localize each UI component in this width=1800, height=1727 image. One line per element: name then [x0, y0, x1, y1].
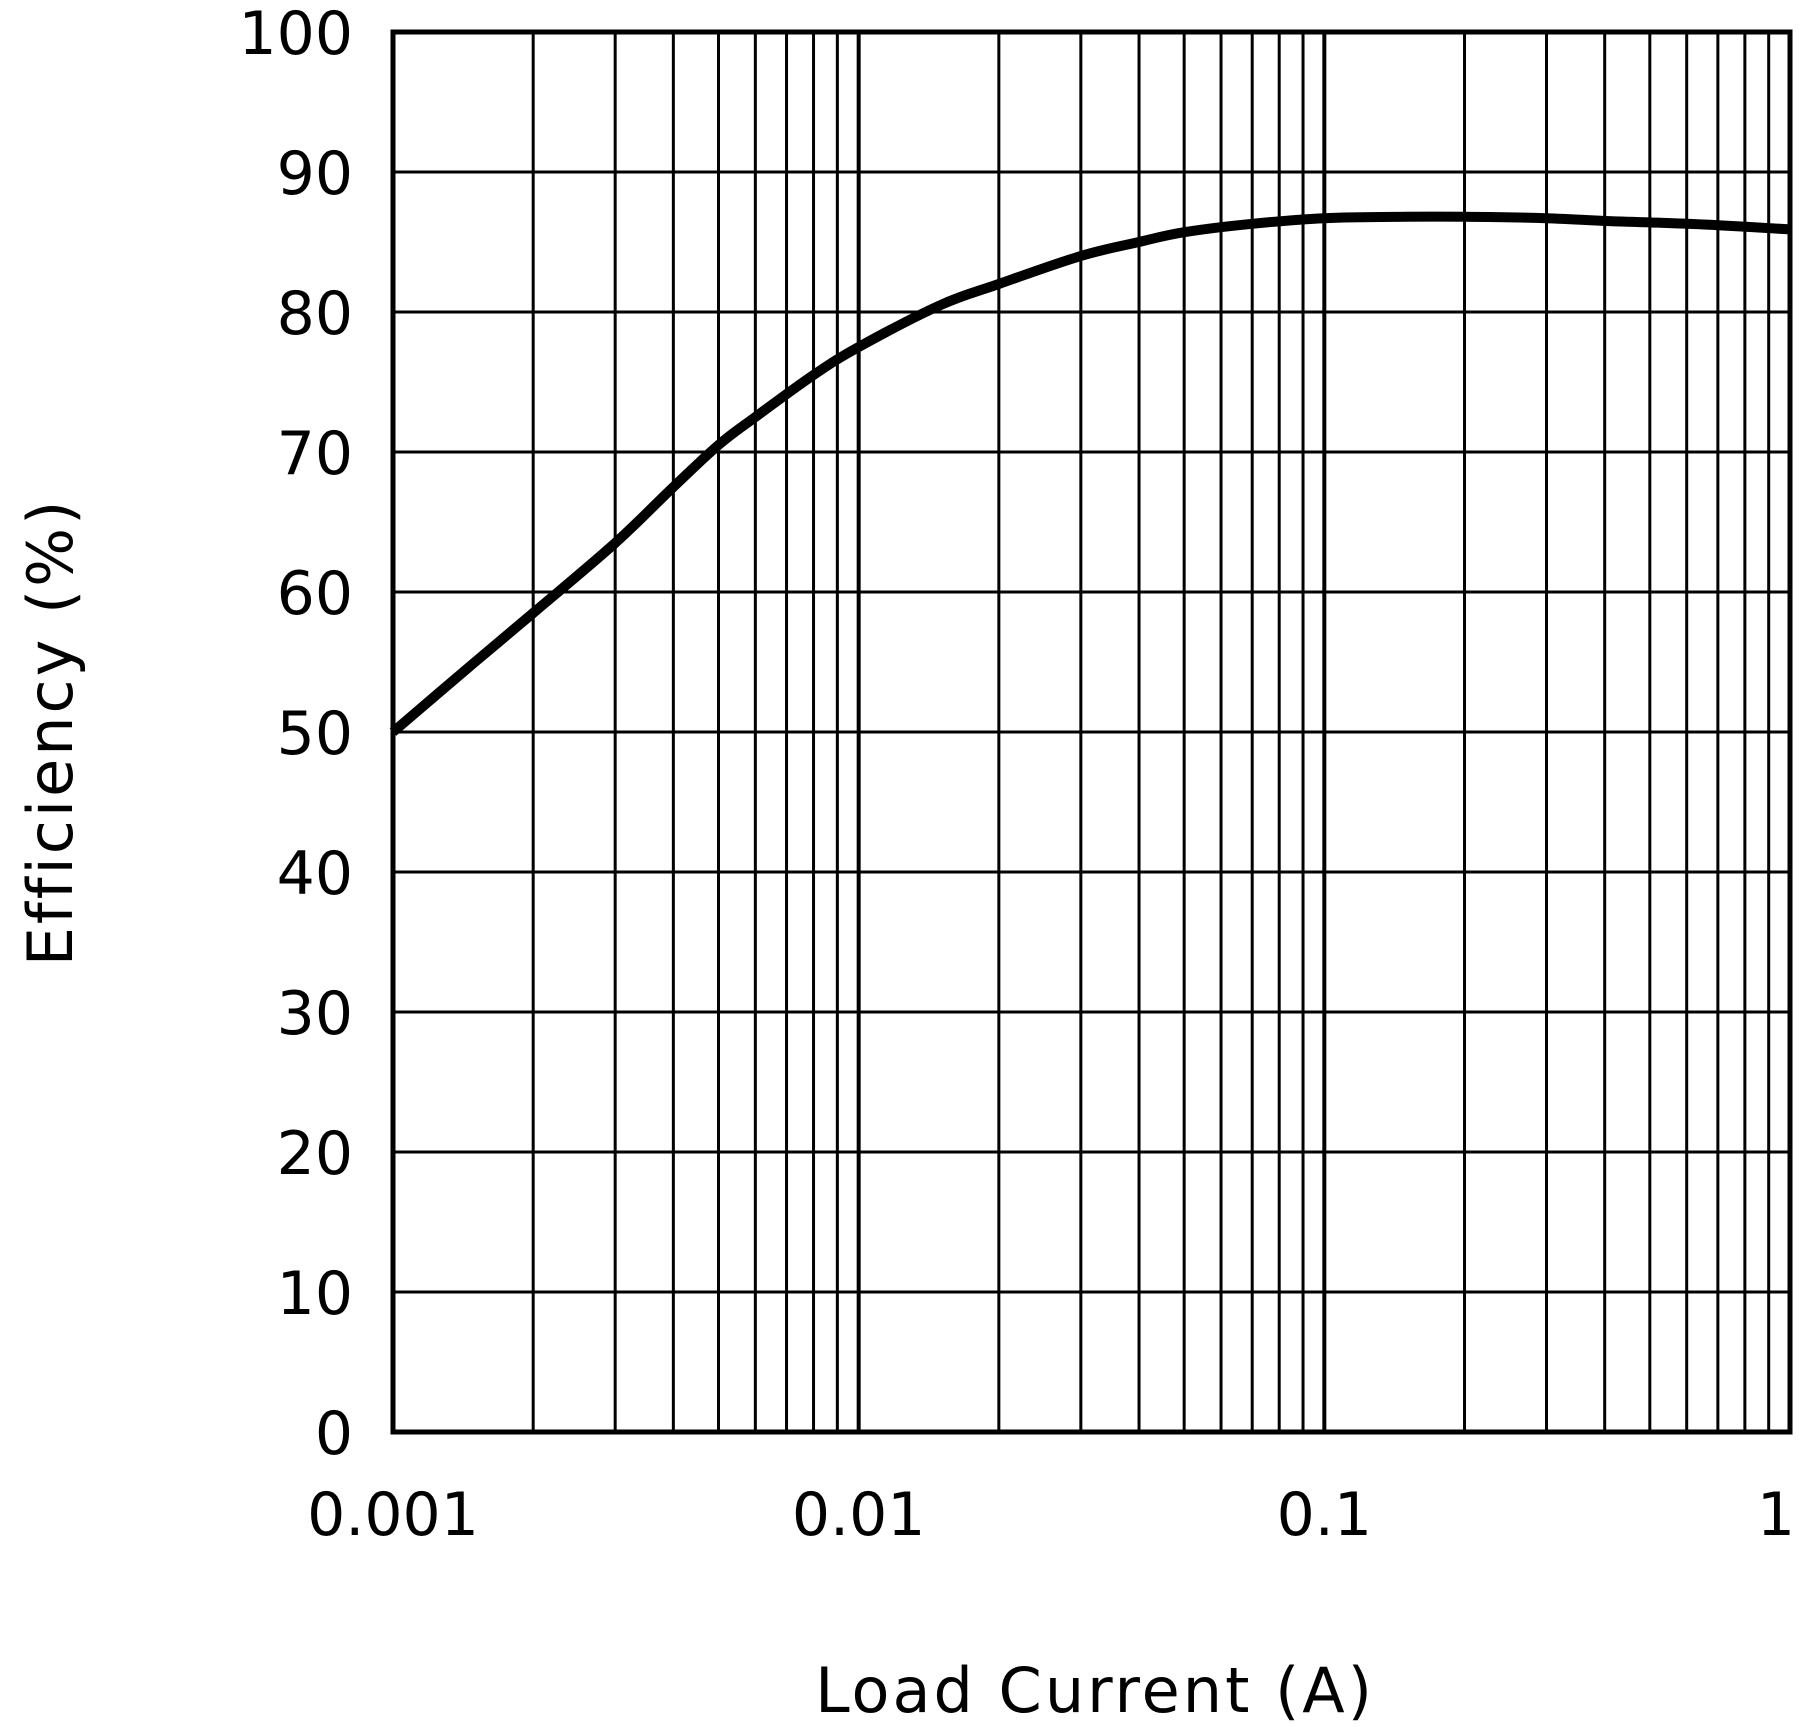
y-tick-label: 40	[277, 839, 353, 909]
y-tick-label: 100	[238, 0, 353, 69]
x-tick-labels: 0.001 0.01 0.1 1	[307, 1480, 1795, 1550]
y-axis-label: Efficiency (%)	[14, 498, 87, 967]
y-tick-label: 0	[315, 1399, 353, 1469]
x-tick-label: 1	[1757, 1480, 1795, 1550]
grid	[391, 30, 1792, 1434]
x-tick-label: 0.01	[792, 1480, 926, 1550]
x-tick-label: 0.001	[307, 1480, 479, 1550]
y-tick-label: 50	[277, 699, 353, 769]
y-tick-label: 70	[277, 419, 353, 489]
series-layer	[389, 211, 1791, 736]
x-tick-label: 0.1	[1277, 1480, 1372, 1550]
y-tick-labels: 0 10 20 30 40 50 60 70 80 90 100	[238, 0, 353, 1469]
y-tick-label: 90	[277, 139, 353, 209]
y-tick-label: 30	[277, 979, 353, 1049]
x-axis-label: Load Current (A)	[815, 1654, 1375, 1727]
y-tick-label: 80	[277, 279, 353, 349]
efficiency-series-line	[389, 211, 1791, 736]
plot-frame	[390, 29, 1793, 1435]
y-tick-label: 20	[277, 1119, 353, 1189]
y-tick-label: 60	[277, 559, 353, 629]
y-tick-label: 10	[277, 1259, 353, 1329]
